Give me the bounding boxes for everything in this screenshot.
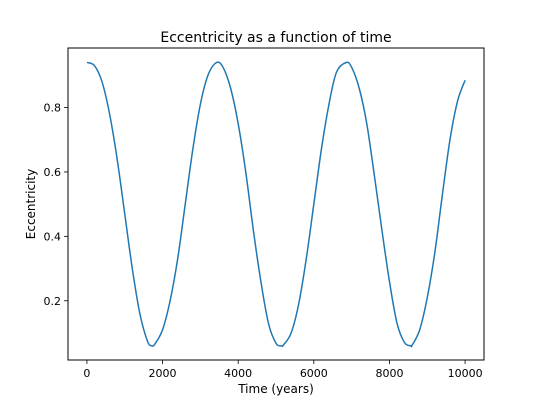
y-tick-label: 0.4	[44, 230, 62, 243]
x-tick-label: 10000	[448, 367, 483, 380]
x-tick-label: 4000	[224, 367, 252, 380]
x-tick-label: 2000	[149, 367, 177, 380]
plot-area	[86, 61, 466, 348]
y-axis-ticks: 0.2 0.4 0.6 0.8	[44, 102, 68, 308]
x-tick-label: 0	[83, 367, 90, 380]
y-tick-label: 0.8	[44, 102, 62, 115]
y-axis-label: Eccentricity	[24, 169, 38, 239]
x-tick-label: 8000	[375, 367, 403, 380]
x-tick-label: 6000	[300, 367, 328, 380]
series-line-0	[86, 61, 466, 348]
y-tick-label: 0.6	[44, 166, 62, 179]
chart-title: Eccentricity as a function of time	[160, 30, 391, 46]
y-tick-label: 0.2	[44, 295, 62, 308]
axes-frame	[67, 47, 485, 361]
x-axis-label: Time (years)	[237, 382, 314, 396]
x-axis-ticks: 0 2000 4000 6000 8000 10000	[83, 360, 483, 380]
